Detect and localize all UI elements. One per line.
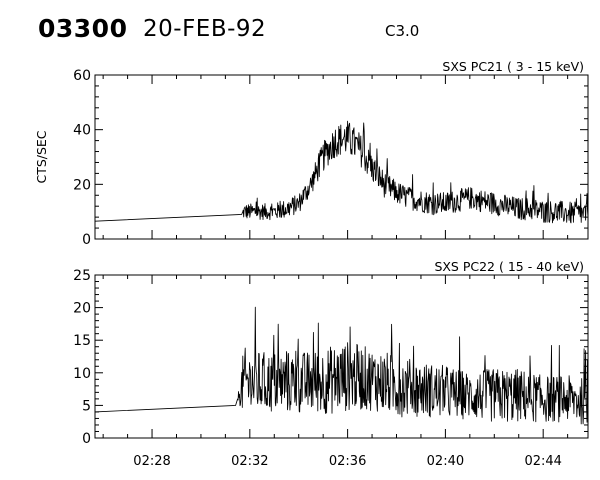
x-tick-label: 02:40 [427, 454, 464, 469]
flare-class: C3.0 [385, 22, 420, 40]
y-tick-label: 20 [73, 177, 91, 193]
panel-title: SXS PC21 ( 3 - 15 keV) [442, 59, 584, 74]
y-tick-label: 0 [82, 232, 91, 248]
event-id: 03300 [38, 14, 128, 43]
y-tick-label: 10 [73, 366, 91, 382]
plot-frame [94, 74, 589, 240]
y-tick-label: 5 [82, 398, 91, 414]
y-tick-label: 40 [73, 123, 91, 139]
y-tick-label: 0 [82, 431, 91, 447]
x-tick-label: 02:36 [329, 454, 366, 469]
plot-frame [94, 274, 589, 439]
panel-pc22: SXS PC22 ( 15 - 40 keV) 0 5 10 15 20 25 02:28 02… [73, 259, 589, 469]
x-tick-label: 02:32 [231, 454, 268, 469]
y-axis-label: CTS/SEC [34, 130, 49, 183]
series-line [94, 306, 589, 425]
series-line [94, 120, 589, 224]
panel-title: SXS PC22 ( 15 - 40 keV) [434, 259, 584, 274]
y-tick-label: 20 [73, 301, 91, 317]
y-tick-label: 25 [73, 268, 91, 284]
y-tick-label: 15 [73, 333, 91, 349]
event-date: 20-FEB-92 [143, 16, 267, 42]
x-tick-label: 02:44 [524, 454, 561, 469]
y-tick-label: 60 [73, 68, 91, 84]
panel-pc21: SXS PC21 ( 3 - 15 keV) CTS/SEC 0 20 40 60 [34, 59, 589, 248]
x-tick-label: 02:28 [133, 454, 170, 469]
